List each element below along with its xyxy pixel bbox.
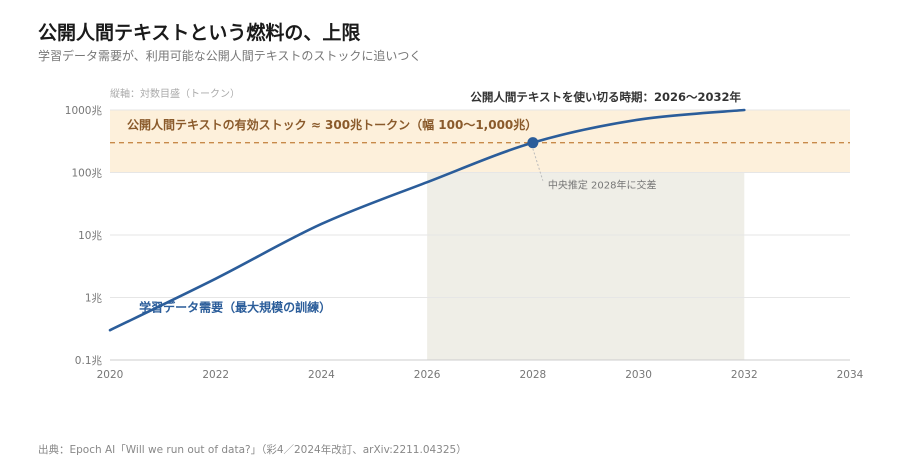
intersection-leader	[532, 148, 544, 181]
y-tick-label: 1000兆	[65, 105, 103, 117]
stock-band-label: 公開人間テキストの有効ストック ≈ 300兆トークン（幅 100〜1,000兆）	[127, 117, 537, 132]
x-tick-label: 2032	[731, 369, 758, 381]
x-tick-label: 2022	[202, 369, 229, 381]
x-tick-label: 2034	[837, 369, 864, 381]
y-tick-label: 0.1兆	[75, 355, 103, 367]
source-note: 出典：Epoch AI「Will we run out of data?」（彩4…	[38, 444, 467, 456]
x-tick-label: 2028	[519, 369, 546, 381]
intersection-marker	[527, 137, 539, 149]
y-tick-label: 10兆	[78, 230, 102, 242]
demand-series-line	[108, 108, 746, 332]
x-tick-label: 2026	[414, 369, 441, 381]
y-tick-label: 100兆	[71, 168, 102, 180]
intersection-label: 中央推定 2028年に交差	[548, 179, 657, 192]
y-axis-label: 縦軸：対数目盛（トークン）	[110, 87, 240, 100]
exhaustion-period-region	[427, 172, 745, 360]
demand-series-label: 学習データ需要（最大規模の訓練）	[139, 299, 331, 314]
x-tick-label: 2020	[97, 369, 124, 381]
x-tick-label: 2024	[308, 369, 335, 381]
page-title: 公開人間テキストという燃料の、上限	[38, 22, 361, 44]
page-subtitle: 学習データ需要が、利用可能な公開人間テキストのストックに追いつく	[38, 49, 422, 63]
exhaustion-period-label: 公開人間テキストを使い切る時期：2026〜2032年	[470, 90, 741, 104]
x-tick-label: 2030	[625, 369, 652, 381]
y-tick-label: 1兆	[85, 293, 103, 305]
